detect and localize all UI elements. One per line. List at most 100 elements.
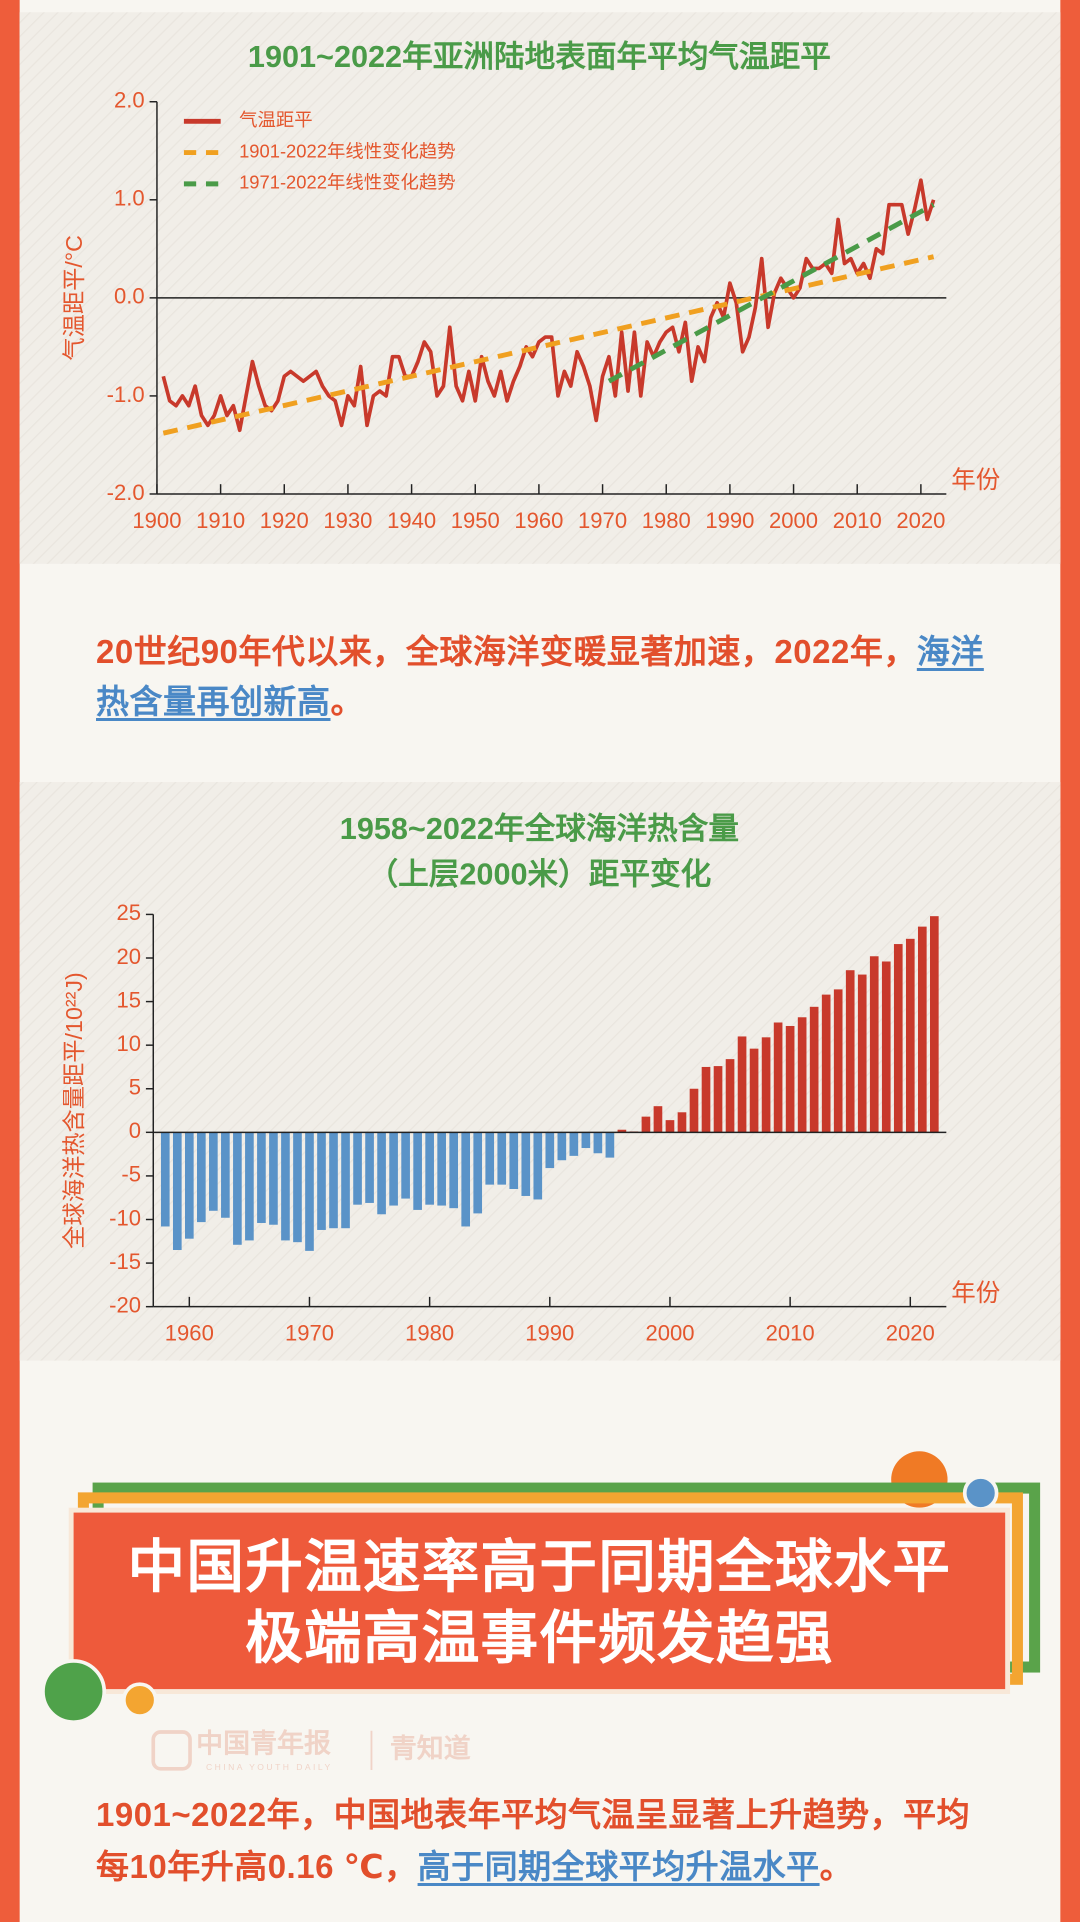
y-tick-label: 15 xyxy=(116,987,141,1012)
decor-circle xyxy=(41,1659,107,1725)
bar xyxy=(857,974,867,1133)
y-axis-label: 全球海洋热含量距平/10²²J) xyxy=(61,972,87,1249)
paragraph-text: 20世纪90年代以来，全球海洋变暖显著加速，2022年， xyxy=(96,633,917,670)
x-tick-label: 2020 xyxy=(896,508,945,533)
bar xyxy=(172,1132,182,1251)
paragraph-link[interactable]: 高于同期全球平均升温水平 xyxy=(417,1848,820,1885)
y-tick-label: -1.0 xyxy=(107,382,145,407)
bar xyxy=(917,926,927,1133)
chart-panel xyxy=(19,12,1061,564)
bar xyxy=(197,1132,206,1223)
bar xyxy=(485,1132,495,1185)
bar xyxy=(845,970,855,1133)
bar xyxy=(509,1132,519,1189)
bar xyxy=(473,1132,483,1214)
y-tick-label: -20 xyxy=(109,1292,141,1317)
bar xyxy=(533,1132,543,1200)
bar xyxy=(401,1132,410,1199)
x-tick-label: 1950 xyxy=(451,508,500,533)
bar xyxy=(605,1132,615,1158)
bar xyxy=(677,1112,687,1133)
bar xyxy=(833,989,843,1133)
x-tick-label: 1940 xyxy=(387,508,436,533)
y-tick-label: -2.0 xyxy=(107,480,145,505)
y-tick-label: 0.0 xyxy=(114,284,145,309)
legend-label: 气温距平 xyxy=(239,109,312,130)
x-tick-label: 1970 xyxy=(578,508,627,533)
bar xyxy=(293,1132,302,1243)
bar xyxy=(377,1132,386,1215)
bar xyxy=(209,1132,218,1211)
bar xyxy=(497,1132,507,1185)
bar xyxy=(557,1132,567,1161)
bar xyxy=(365,1132,374,1203)
bar xyxy=(521,1132,531,1196)
bar xyxy=(281,1132,290,1241)
bar xyxy=(641,1116,651,1133)
bar xyxy=(389,1132,398,1206)
bar xyxy=(221,1132,230,1218)
x-tick-label: 1980 xyxy=(642,508,691,533)
bar xyxy=(737,1036,747,1133)
legend-label: 1901-2022年线性变化趋势 xyxy=(239,140,455,161)
x-tick-label: 2000 xyxy=(645,1321,694,1346)
x-tick-label: 1960 xyxy=(165,1321,214,1346)
chart-title: （上层2000米）距平变化 xyxy=(368,857,712,892)
bar xyxy=(821,994,831,1133)
bar xyxy=(233,1132,242,1245)
paragraph: 20世纪90年代以来，全球海洋变暖显著加速，2022年，海洋热含量再创新高。 xyxy=(96,627,988,727)
decor-circle xyxy=(962,1475,999,1511)
banner-box xyxy=(68,1507,1011,1695)
bar xyxy=(341,1132,350,1229)
bar xyxy=(257,1132,266,1223)
watermark: 中国青年报 CHINA YOUTH DAILY 青知道 xyxy=(151,1728,471,1772)
paragraph-text: 1901~2022年，中国地表年平均气温呈显著上升趋势，平均每10年升高0.16… xyxy=(96,1796,971,1885)
bar xyxy=(461,1132,471,1227)
y-tick-label: -15 xyxy=(109,1249,141,1274)
paragraph-link[interactable]: 海洋热含量再创新高 xyxy=(96,633,984,720)
bar xyxy=(761,1037,771,1133)
bar xyxy=(881,961,891,1133)
x-tick-label: 1960 xyxy=(514,508,563,533)
y-tick-label: 1.0 xyxy=(114,186,145,211)
bar xyxy=(317,1132,326,1230)
chart-title: 1958~2022年全球海洋热含量 xyxy=(340,811,739,846)
y-tick-label: 2.0 xyxy=(114,88,145,113)
x-tick-label: 1990 xyxy=(525,1321,574,1346)
series-line xyxy=(162,254,935,436)
y-tick-label: -10 xyxy=(109,1205,141,1230)
bar xyxy=(773,1022,783,1133)
bar xyxy=(725,1059,735,1133)
x-axis-label: 年份 xyxy=(951,1279,1000,1307)
paragraph: 1901~2022年，中国地表年平均气温呈显著上升趋势，平均每10年升高0.16… xyxy=(96,1789,988,1893)
y-tick-label: 5 xyxy=(129,1075,141,1100)
bar xyxy=(413,1132,422,1210)
bar xyxy=(749,1048,759,1133)
watermark-brand-en: CHINA YOUTH DAILY xyxy=(206,1762,333,1772)
bar xyxy=(701,1066,711,1133)
bar xyxy=(569,1132,579,1156)
bar xyxy=(869,956,879,1133)
chart-1: 1901~2022年亚洲陆地表面年平均气温距平 2.0 1.0 0.0 -1.0 -2.0… xyxy=(61,40,1000,533)
x-tick-label: 1970 xyxy=(285,1321,334,1346)
banner-line: 中国升温速率高于同期全球水平 xyxy=(128,1536,952,1600)
bar xyxy=(245,1132,254,1241)
bar xyxy=(665,1120,675,1133)
y-tick-label: 10 xyxy=(116,1031,141,1056)
bar xyxy=(184,1132,194,1239)
bar xyxy=(893,944,903,1133)
bar xyxy=(809,1006,819,1133)
x-tick-label: 2010 xyxy=(833,508,882,533)
x-tick-label: 1980 xyxy=(405,1321,454,1346)
banner: 中国升温速率高于同期全球水平 极端高温事件频发趋强 xyxy=(41,1451,1041,1725)
paragraph-text: 。 xyxy=(819,1848,854,1885)
bar xyxy=(353,1132,362,1205)
bar xyxy=(653,1106,663,1133)
x-tick-label: 1910 xyxy=(196,508,245,533)
x-tick-label: 2020 xyxy=(886,1321,935,1346)
x-tick-label: 2000 xyxy=(769,508,818,533)
x-tick-label: 1930 xyxy=(323,508,372,533)
x-tick-label: 1920 xyxy=(260,508,309,533)
bar xyxy=(269,1132,278,1225)
